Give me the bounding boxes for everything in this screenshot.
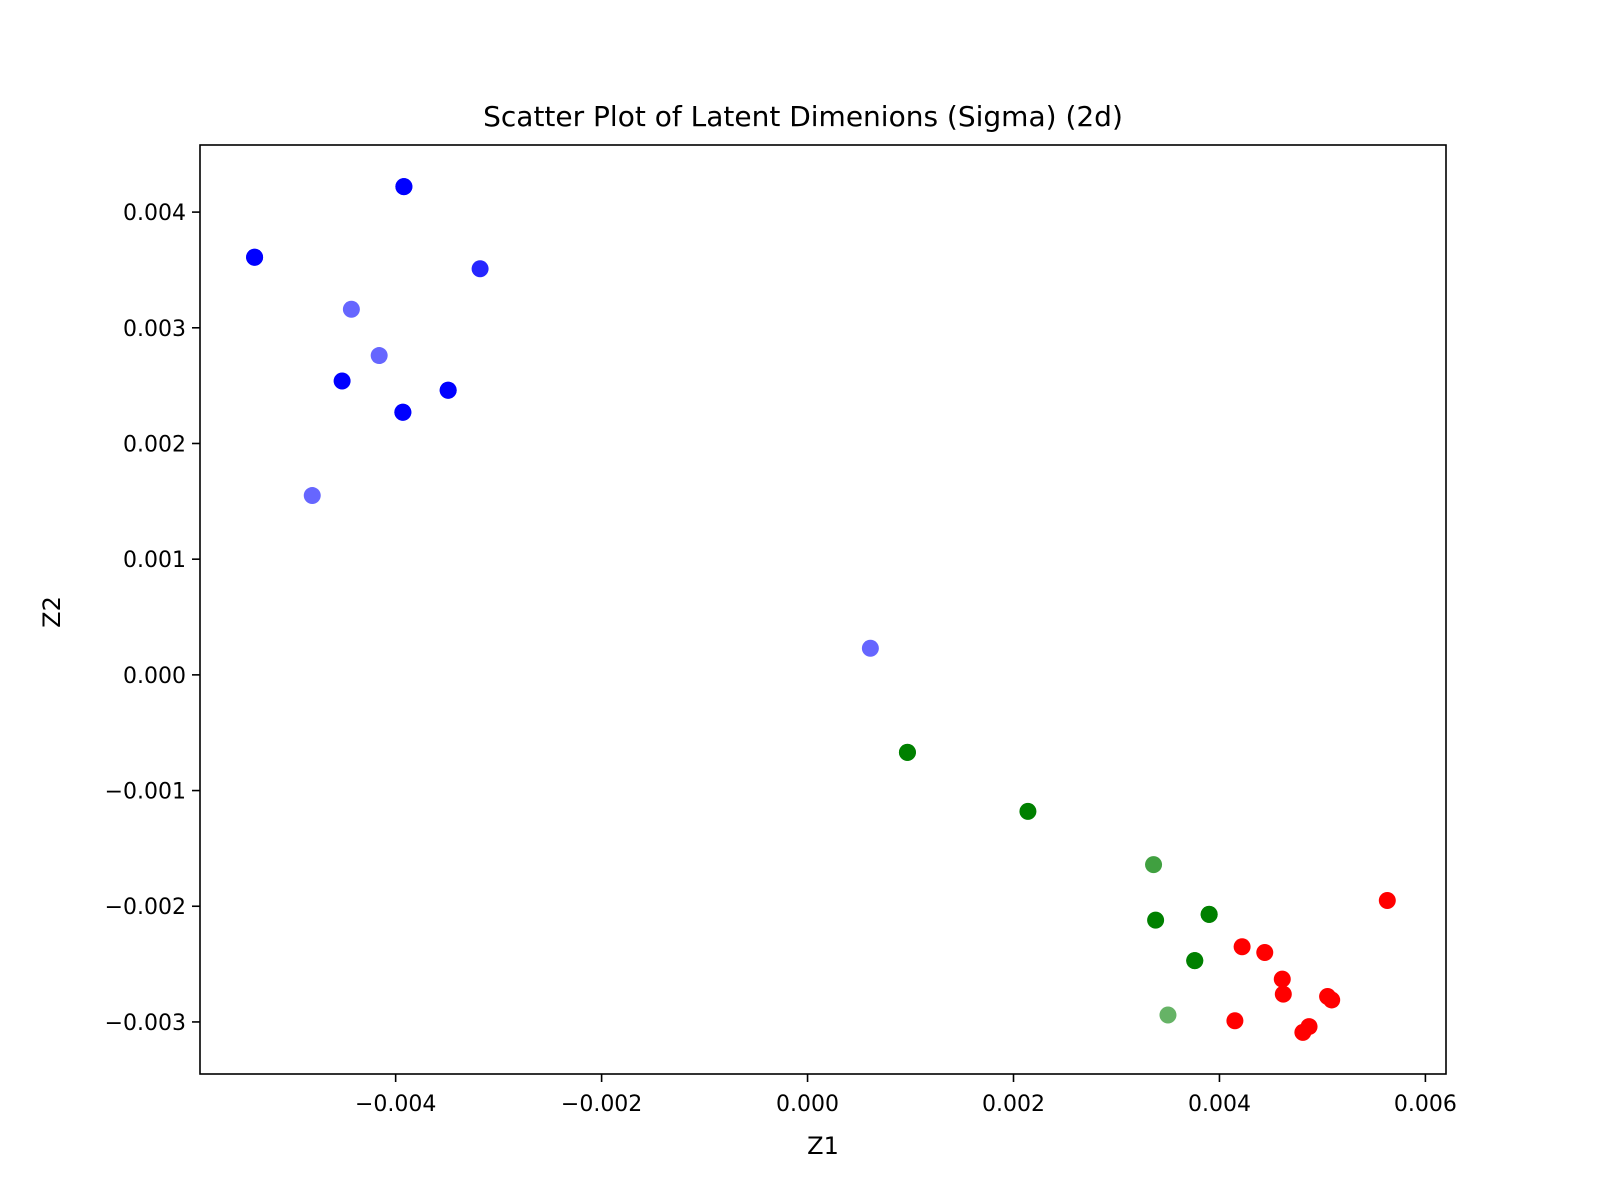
y-axis: −0.003 −0.002 −0.001 0.000 0.001 0.002 0.003 0.… <box>105 201 200 1036</box>
y-tick-label: 0.002 <box>123 432 186 457</box>
data-point-red <box>1323 991 1341 1009</box>
x-tick-label: 0.002 <box>982 1092 1045 1117</box>
data-point-red <box>1256 944 1274 962</box>
data-point-blue <box>439 381 457 399</box>
y-tick-label: −0.002 <box>105 895 186 920</box>
x-tick-label: −0.002 <box>561 1092 642 1117</box>
data-point-blue <box>471 260 489 278</box>
data-point-red <box>1378 891 1396 909</box>
y-tick-label: −0.003 <box>105 1011 186 1036</box>
data-point-blue <box>246 248 264 266</box>
data-point-red <box>1226 1012 1244 1030</box>
x-tick-label: 0.006 <box>1394 1092 1457 1117</box>
chart-title: Scatter Plot of Latent Dimenions (Sigma)… <box>483 100 1123 133</box>
y-tick-label: 0.001 <box>123 548 186 573</box>
data-point-red <box>1294 1023 1312 1041</box>
data-points <box>246 178 1396 1041</box>
data-point-blue <box>395 178 413 196</box>
data-point-green <box>898 743 916 761</box>
y-tick-label: −0.001 <box>105 780 186 805</box>
x-axis-label: Z1 <box>807 1132 839 1160</box>
data-point-green <box>1147 911 1165 929</box>
data-point-green <box>1159 1006 1177 1024</box>
data-point-blue <box>303 487 321 505</box>
x-tick-label: 0.000 <box>776 1092 839 1117</box>
data-point-green <box>1186 952 1204 970</box>
x-axis: −0.004 −0.002 0.000 0.002 0.004 0.006 <box>355 1074 1457 1117</box>
data-point-red <box>1273 970 1291 988</box>
axes-frame <box>199 144 1447 1075</box>
data-point-blue <box>394 403 412 421</box>
data-point-blue <box>370 347 388 365</box>
y-axis-label: Z2 <box>38 596 66 628</box>
data-point-blue <box>333 372 351 390</box>
data-point-green <box>1019 802 1037 820</box>
data-point-green <box>1200 905 1218 923</box>
data-point-blue <box>342 300 360 318</box>
x-tick-label: 0.004 <box>1188 1092 1251 1117</box>
y-tick-label: 0.003 <box>123 317 186 342</box>
y-tick-label: 0.004 <box>123 201 186 226</box>
x-tick-label: −0.004 <box>355 1092 436 1117</box>
y-tick-label: 0.000 <box>123 664 186 689</box>
data-point-red <box>1233 938 1251 956</box>
data-point-red <box>1274 985 1292 1003</box>
data-point-blue <box>861 639 879 657</box>
data-point-green <box>1145 856 1163 874</box>
